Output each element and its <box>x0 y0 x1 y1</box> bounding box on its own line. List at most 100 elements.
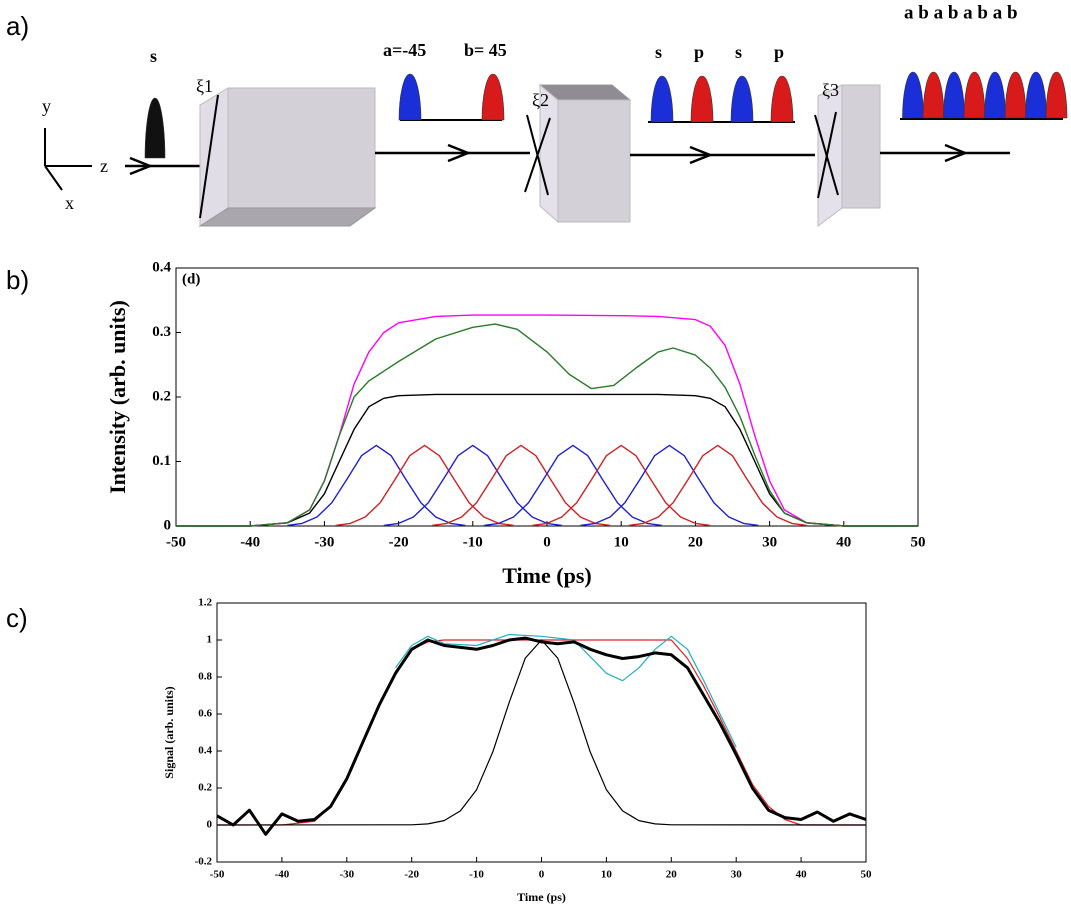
pulse-label: a b a b a b a b <box>904 2 1018 23</box>
x-tick-label: 50 <box>911 534 926 550</box>
y-tick-label: 0 <box>164 517 172 533</box>
pulse-label: a=-45 <box>383 40 426 60</box>
axis-label: x <box>65 193 74 213</box>
x-tick-label: -40 <box>240 534 260 550</box>
pulse <box>144 97 166 159</box>
x-tick-label: 10 <box>614 534 629 550</box>
pulse <box>690 75 714 123</box>
y-tick-label: 0.8 <box>198 671 212 683</box>
x-tick-label: 30 <box>762 534 777 550</box>
plate-label: ξ1 <box>196 76 213 96</box>
polarization <box>199 94 219 219</box>
plate-label: ξ2 <box>532 90 549 110</box>
pulse-label: p <box>694 42 704 62</box>
series-line <box>532 444 711 527</box>
x-axis-label: Time (ps) <box>502 563 591 588</box>
pulse-icons <box>144 71 1068 159</box>
y-tick-label: 0 <box>207 819 213 831</box>
chevron <box>944 143 969 163</box>
y-tick-label: 1.2 <box>198 597 212 609</box>
panel-label: c) <box>6 603 28 633</box>
series-line <box>217 639 866 826</box>
x-tick-label: -30 <box>314 534 334 550</box>
x-tick-label: 30 <box>731 869 743 881</box>
polarization <box>817 111 837 199</box>
panel-label: a) <box>6 11 29 41</box>
x-tick-label: 40 <box>796 869 808 881</box>
pulse <box>770 75 794 123</box>
y-tick-label: 0.1 <box>152 453 171 469</box>
pulse <box>398 73 422 121</box>
x-axis-label: Time (ps) <box>517 890 566 904</box>
x-tick-label: 50 <box>861 869 873 881</box>
axis-arrow <box>44 165 63 191</box>
series-line <box>483 444 663 527</box>
pulse <box>481 73 505 121</box>
x-tick-label: -50 <box>210 869 225 881</box>
series-line <box>216 639 867 826</box>
series-line <box>176 314 918 527</box>
x-tick-label: 20 <box>666 869 678 881</box>
y-tick-label: 0.3 <box>152 324 171 340</box>
series-line <box>431 444 611 527</box>
pulse <box>1004 71 1027 119</box>
y-axis-label: Signal (arb. units) <box>162 686 176 778</box>
x-tick-label: 10 <box>601 869 613 881</box>
x-tick-label: -30 <box>339 869 354 881</box>
series-line <box>383 444 562 527</box>
pulse <box>922 71 945 119</box>
pulse-label: s <box>655 42 662 62</box>
y-tick-label: 0.4 <box>198 745 212 757</box>
crystal <box>198 207 377 227</box>
pulse <box>1045 71 1068 119</box>
pulse-label: s <box>150 46 157 66</box>
x-tick-label: 20 <box>688 534 703 550</box>
chevron <box>447 143 472 163</box>
annotation: (d) <box>182 271 200 287</box>
series-line <box>395 633 737 748</box>
chevron <box>129 156 154 176</box>
pulse <box>984 71 1006 119</box>
y-tick-label: 0.6 <box>198 708 212 720</box>
x-tick-label: -20 <box>389 534 409 550</box>
crystal <box>199 87 229 227</box>
diagram-labels: y z x s ξ1 a=-45 b= 45 ξ2 s p s p ξ3 a b… <box>42 2 1018 213</box>
crystal <box>557 99 631 223</box>
y-tick-label: -0.2 <box>195 856 213 868</box>
pulse <box>943 71 965 119</box>
x-tick-label: -10 <box>469 869 484 881</box>
plate-label: ξ3 <box>822 80 839 100</box>
crystal <box>841 84 881 209</box>
chevron <box>689 145 714 165</box>
series-line <box>216 636 867 836</box>
y-tick-label: 0.2 <box>198 782 212 794</box>
polarization <box>524 117 551 193</box>
series-line <box>176 393 918 527</box>
crystal <box>227 87 376 209</box>
x-tick-label: 0 <box>539 869 545 881</box>
pulse <box>650 75 674 123</box>
series-line <box>580 444 759 527</box>
panel-label: b) <box>6 265 29 295</box>
series-line <box>335 444 514 527</box>
y-tick-label: 0.4 <box>152 259 171 275</box>
pulse <box>963 71 986 119</box>
x-tick-label: -40 <box>275 869 290 881</box>
pulse-label: p <box>774 42 784 62</box>
y-tick-label: 1 <box>207 634 213 646</box>
pulse-label: s <box>735 42 742 62</box>
series-line <box>628 444 807 527</box>
axis-label: y <box>42 96 51 116</box>
x-tick-label: -20 <box>404 869 419 881</box>
x-tick-label: 0 <box>543 534 551 550</box>
pulse <box>902 71 924 119</box>
pulse <box>730 75 754 123</box>
plot-frame <box>175 267 919 527</box>
axis-label: z <box>100 156 108 176</box>
series-line <box>176 323 918 527</box>
pulse-label: b= 45 <box>464 40 507 60</box>
crystal <box>817 84 843 227</box>
y-tick-label: 0.2 <box>152 388 171 404</box>
x-tick-label: -50 <box>166 534 186 550</box>
